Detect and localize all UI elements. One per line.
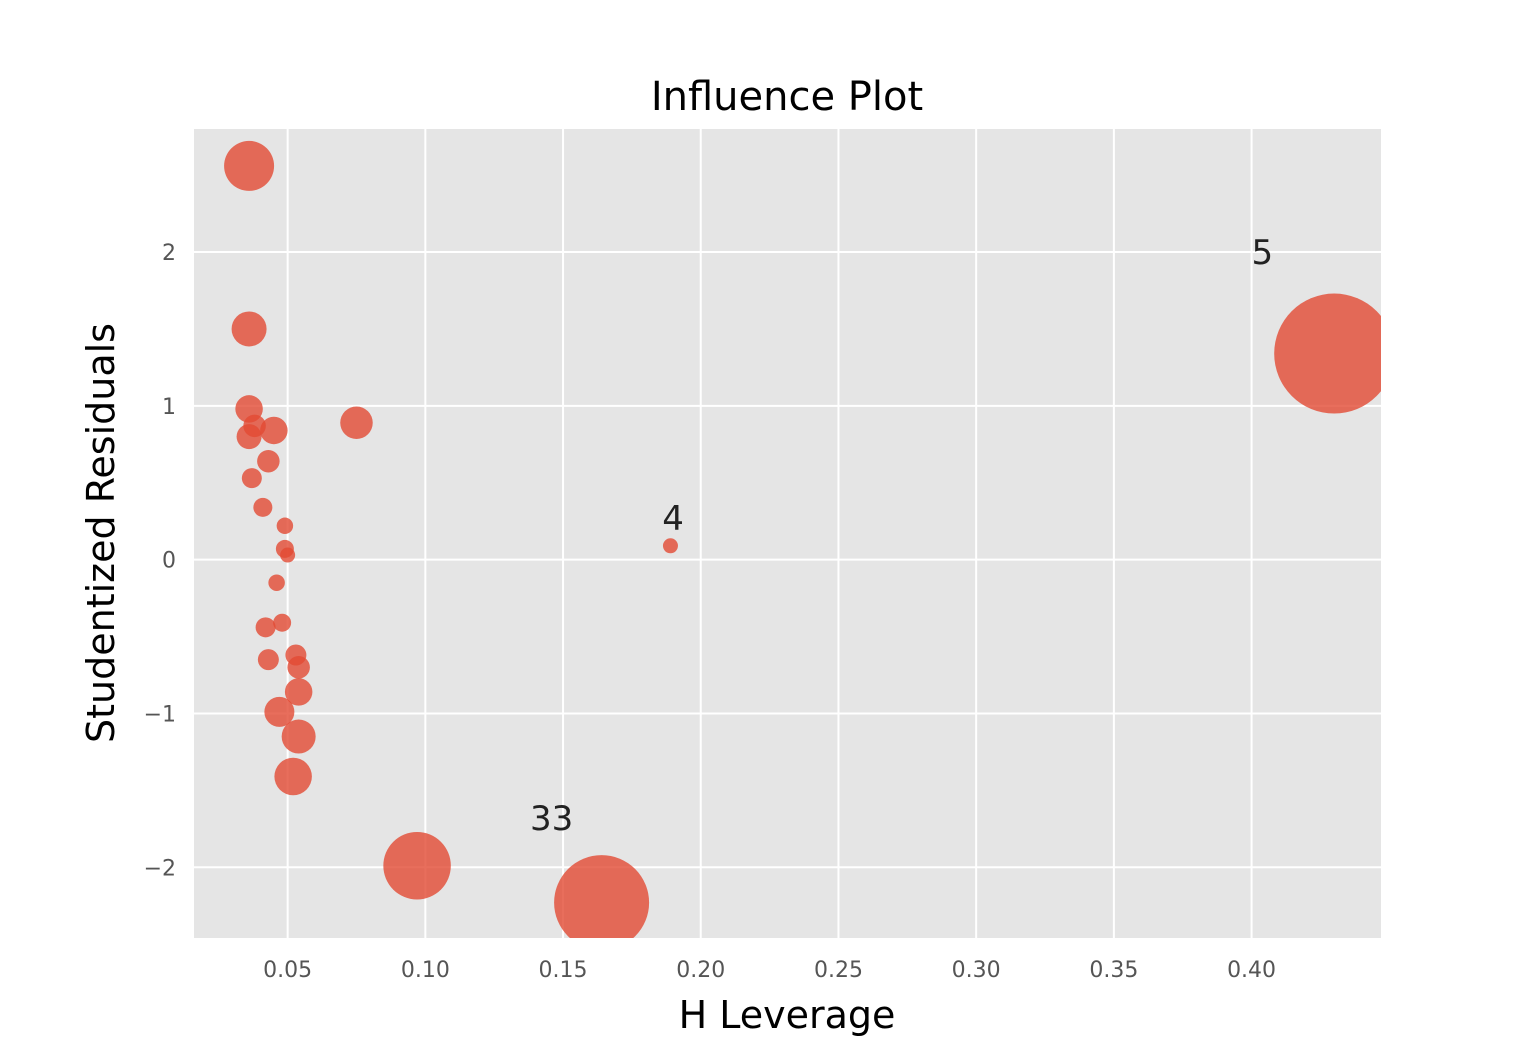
x-tick-label: 0.05 [263,958,312,983]
data-point [243,414,266,438]
y-gridlines [194,251,1381,869]
point-annotation: 5 [1252,233,1274,273]
y-tick-label: −2 [144,856,176,881]
data-point [268,574,285,591]
x-axis-label: H Leverage [679,993,896,1037]
point-annotation: 33 [530,799,573,839]
y-tick-label: −1 [144,702,176,727]
point-annotations: 5 4 33 [530,233,1273,839]
plot-area-background [194,129,1381,938]
data-point [273,613,292,632]
data-point [253,497,273,517]
data-point [662,538,678,554]
y-tick-label: 1 [162,395,176,420]
data-point [241,468,262,489]
data-point [224,140,275,191]
data-point [280,547,296,563]
data-point [554,855,650,938]
point-annotation: 4 [662,499,684,539]
y-tick-labels: −2 −1 0 1 2 [144,241,176,881]
data-point [274,757,312,796]
x-gridlines [286,129,1253,938]
x-tick-label: 0.15 [539,958,588,983]
data-point [255,617,276,638]
x-tick-label: 0.20 [676,958,725,983]
y-tick-label: 2 [162,241,176,266]
data-point [383,831,451,900]
data-point [285,644,307,666]
x-tick-label: 0.25 [814,958,863,983]
data-point [257,449,280,473]
x-tick-label: 0.40 [1227,958,1276,983]
data-point [340,406,373,440]
data-point [231,311,267,347]
data-point [284,678,313,706]
data-points [224,140,1381,938]
y-axis-label: Studentized Residuals [79,323,123,743]
data-point [1274,293,1381,414]
x-tick-labels: 0.05 0.10 0.15 0.20 0.25 0.30 0.35 0.40 [263,958,1276,983]
y-tick-label: 0 [162,549,176,574]
chart-title: Influence Plot [651,74,923,120]
data-point [276,517,294,535]
data-point [281,719,316,754]
x-tick-label: 0.30 [952,958,1001,983]
x-tick-label: 0.35 [1089,958,1138,983]
data-point [260,416,288,445]
data-point [257,649,279,671]
x-tick-label: 0.10 [401,958,450,983]
data-point [264,696,295,727]
